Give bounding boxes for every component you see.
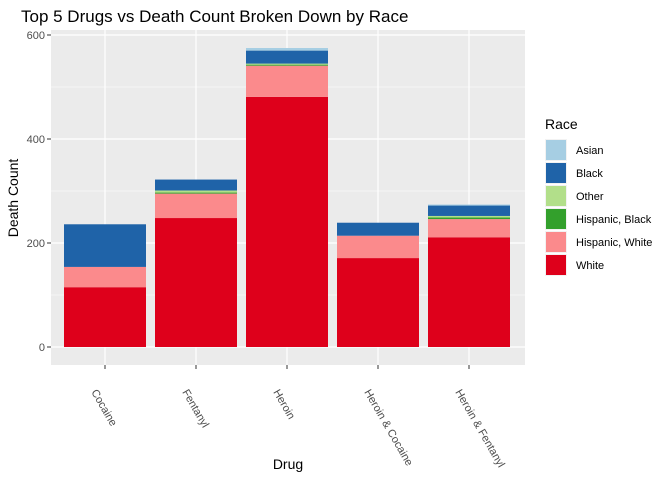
bar-segment — [64, 224, 146, 267]
y-tick-label: 200 — [27, 238, 45, 250]
legend-swatch — [546, 163, 566, 183]
legend-swatch — [546, 255, 566, 275]
y-tick-label: 600 — [27, 30, 45, 42]
y-tick-label: 0 — [39, 342, 45, 354]
chart-title: Top 5 Drugs vs Death Count Broken Down b… — [21, 7, 408, 26]
legend-label: Black — [576, 168, 603, 180]
bar-segment — [428, 205, 510, 216]
bar-segment — [428, 215, 510, 218]
bar-segment — [246, 96, 328, 347]
x-axis-title: Drug — [273, 456, 303, 472]
legend-title: Race — [545, 116, 578, 132]
bar-segment — [246, 64, 328, 66]
legend-label: Other — [576, 191, 604, 203]
bar-segment — [246, 63, 328, 65]
bar-segment — [155, 192, 237, 194]
bar-segment — [155, 190, 237, 193]
legend-label: Hispanic, White — [576, 237, 652, 249]
bar-segment — [64, 266, 146, 288]
bar-segment — [428, 237, 510, 347]
legend-swatch — [546, 140, 566, 160]
bar-segment — [155, 218, 237, 347]
legend-label: Asian — [576, 145, 604, 157]
legend-swatch — [546, 232, 566, 252]
bar-segment — [428, 217, 510, 220]
bar-segment — [428, 204, 510, 206]
x-tick-label: Heroin & Cocaine — [361, 388, 415, 469]
bar-segment — [337, 222, 419, 236]
legend-label: Hispanic, Black — [576, 214, 652, 226]
legend-swatch — [546, 186, 566, 206]
y-tick-label: 400 — [27, 134, 45, 146]
y-axis: 0 200 400 600 — [27, 30, 51, 354]
bar-segment — [246, 50, 328, 64]
legend-label: White — [576, 260, 604, 272]
x-tick-label: Heroin & Fentanyl — [452, 388, 506, 470]
x-tick-label: Fentanyl — [179, 388, 210, 431]
bar-segment — [337, 258, 419, 347]
bar-segment — [246, 48, 328, 51]
x-tick-label: Heroin — [270, 388, 297, 422]
bar-segment — [428, 219, 510, 238]
y-axis-title: Death Count — [5, 159, 21, 238]
bar-segment — [64, 287, 146, 347]
bar-segment — [337, 235, 419, 259]
x-axis: Cocaine Fentanyl Heroin Heroin & Cocaine Her… — [88, 365, 507, 470]
bar-segment — [246, 65, 328, 97]
bar-segment — [155, 193, 237, 219]
legend-swatch — [546, 209, 566, 229]
bars — [64, 48, 510, 347]
legend: Race Asian Black Other Hispanic, Black Hispa… — [545, 116, 652, 276]
x-tick-label: Cocaine — [88, 388, 119, 429]
bar-segment — [155, 179, 237, 191]
